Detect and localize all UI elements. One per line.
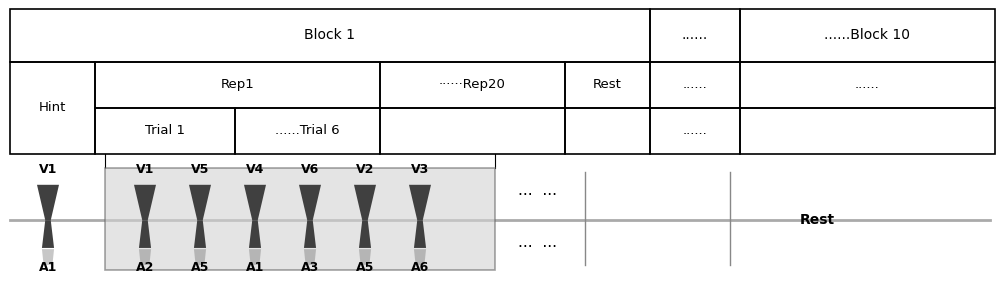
Text: ......: ...... xyxy=(683,124,707,137)
Polygon shape xyxy=(244,185,266,220)
Text: ......Trial 6: ......Trial 6 xyxy=(275,124,340,137)
Text: Hint: Hint xyxy=(39,101,66,114)
Polygon shape xyxy=(189,185,211,220)
Polygon shape xyxy=(42,249,54,265)
Text: A1: A1 xyxy=(246,261,264,274)
Text: ···  ···: ··· ··· xyxy=(518,241,558,255)
Polygon shape xyxy=(299,185,321,220)
Polygon shape xyxy=(37,185,59,220)
Polygon shape xyxy=(249,249,261,265)
Polygon shape xyxy=(42,220,54,248)
Polygon shape xyxy=(139,220,151,248)
Polygon shape xyxy=(304,249,316,265)
Text: A1: A1 xyxy=(39,261,57,274)
Polygon shape xyxy=(409,185,431,220)
Bar xyxy=(650,108,740,154)
Text: A5: A5 xyxy=(191,261,209,274)
Bar xyxy=(235,108,380,154)
Bar xyxy=(10,62,95,154)
Text: V4: V4 xyxy=(246,163,264,176)
Polygon shape xyxy=(139,249,151,265)
Bar xyxy=(740,62,995,108)
Polygon shape xyxy=(194,220,206,248)
Bar xyxy=(565,108,650,154)
Text: V1: V1 xyxy=(39,163,57,176)
Text: Rest: Rest xyxy=(800,213,835,227)
Bar xyxy=(650,62,740,108)
Text: Rep1: Rep1 xyxy=(221,78,254,91)
Polygon shape xyxy=(194,249,206,265)
Text: ......: ...... xyxy=(683,78,707,91)
Text: ···  ···: ··· ··· xyxy=(518,188,558,203)
Polygon shape xyxy=(414,249,426,265)
Text: Trial 1: Trial 1 xyxy=(145,124,185,137)
Text: ......Block 10: ......Block 10 xyxy=(824,28,910,43)
Bar xyxy=(105,168,495,270)
Bar xyxy=(565,62,650,108)
Bar xyxy=(380,62,565,108)
Polygon shape xyxy=(354,185,376,220)
Bar xyxy=(650,9,740,62)
Polygon shape xyxy=(359,249,371,265)
Polygon shape xyxy=(359,220,371,248)
Text: V5: V5 xyxy=(191,163,209,176)
Bar xyxy=(740,9,995,62)
Polygon shape xyxy=(414,220,426,248)
Text: A5: A5 xyxy=(356,261,374,274)
Bar xyxy=(10,9,650,62)
Text: ......: ...... xyxy=(682,28,708,43)
Polygon shape xyxy=(304,220,316,248)
Polygon shape xyxy=(249,220,261,248)
Text: A3: A3 xyxy=(301,261,319,274)
Text: A2: A2 xyxy=(136,261,154,274)
Text: V1: V1 xyxy=(136,163,154,176)
Text: Rest: Rest xyxy=(593,78,622,91)
Text: V3: V3 xyxy=(411,163,429,176)
Text: V2: V2 xyxy=(356,163,374,176)
Text: A6: A6 xyxy=(411,261,429,274)
Bar xyxy=(740,108,995,154)
Text: ······Rep20: ······Rep20 xyxy=(439,78,506,91)
Polygon shape xyxy=(134,185,156,220)
Text: Block 1: Block 1 xyxy=(304,28,356,43)
Bar xyxy=(95,108,235,154)
Text: V6: V6 xyxy=(301,163,319,176)
Bar xyxy=(380,108,565,154)
Text: ......: ...... xyxy=(855,78,880,91)
Bar xyxy=(95,62,380,108)
